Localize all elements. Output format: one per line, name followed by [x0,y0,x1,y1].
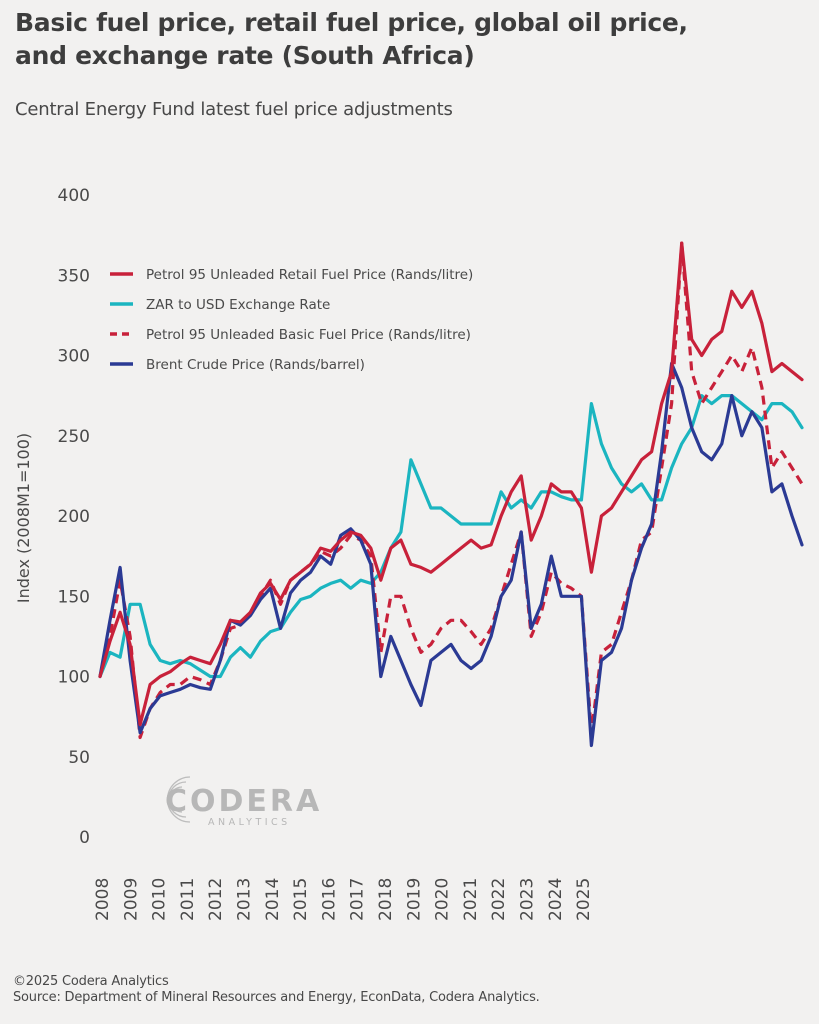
x-tick-label: 2014 [263,878,283,921]
legend-item: Petrol 95 Unleaded Retail Fuel Price (Ra… [110,267,473,283]
x-tick-label: 2017 [348,878,368,921]
legend-label: ZAR to USD Exchange Rate [146,297,330,313]
legend: Petrol 95 Unleaded Retail Fuel Price (Ra… [110,267,473,373]
series-line-brent-crude-price-rands-barrel [98,361,804,748]
y-axis: 0 50 100 150 200 250 300 350 400 [58,186,90,848]
y-axis-label: Index (2008M1=100) [14,433,33,603]
source-note: Source: Department of Mineral Resources … [13,990,540,1005]
legend-item: ZAR to USD Exchange Rate [110,297,330,313]
x-tick-label: 2019 [404,878,424,921]
series-line-zar-to-usd-exchange-rate [98,394,804,679]
series-lines [98,241,804,748]
y-tick-label: 100 [58,668,90,688]
y-tick-label: 300 [58,347,90,367]
x-tick-label: 2008 [93,878,113,921]
legend-label: Petrol 95 Unleaded Retail Fuel Price (Ra… [146,267,473,283]
x-tick-label: 2025 [574,878,594,921]
y-tick-label: 0 [79,828,90,848]
x-tick-label: 2015 [291,878,311,921]
series-line-petrol-95-unleaded-retail-fuel-price-rands-litre [98,241,804,727]
footer: ©2025 Codera Analytics Source: Departmen… [13,974,540,1006]
x-tick-label: 2013 [235,878,255,921]
x-tick-label: 2021 [461,878,481,921]
x-tick-label: 2020 [433,878,453,921]
codera-logo: CODERA ANALYTICS [165,776,322,828]
x-tick-label: 2011 [178,878,198,921]
x-tick-label: 2023 [518,878,538,921]
logo-tagline: ANALYTICS [208,817,291,828]
x-tick-label: 2010 [150,878,170,921]
y-tick-label: 400 [58,186,90,206]
y-tick-label: 50 [68,748,90,768]
codera-logo-mark-icon [166,776,191,823]
legend-label: Petrol 95 Unleaded Basic Fuel Price (Ran… [146,327,471,343]
legend-label: Brent Crude Price (Rands/barrel) [146,357,365,373]
chart-subtitle: Central Energy Fund latest fuel price ad… [15,99,453,120]
y-tick-label: 350 [58,266,90,286]
x-tick-label: 2024 [546,878,566,921]
x-tick-label: 2012 [206,878,226,921]
y-tick-label: 200 [58,507,90,527]
x-axis: 2008 2009 2010 2011 2012 2013 2014 2015 2016 2017… [93,878,594,921]
logo-wordmark: CODERA [165,784,322,819]
x-tick-label: 2022 [489,878,509,921]
x-tick-label: 2009 [121,878,141,921]
chart-title: Basic fuel price, retail fuel price, glo… [15,6,815,72]
chart-title-line1: Basic fuel price, retail fuel price, glo… [15,8,688,37]
chart-title-line2: and exchange rate (South Africa) [15,41,475,70]
x-tick-label: 2018 [376,878,396,921]
legend-item: Petrol 95 Unleaded Basic Fuel Price (Ran… [110,327,471,343]
legend-item: Brent Crude Price (Rands/barrel) [110,357,365,373]
y-tick-label: 150 [58,587,90,607]
copyright: ©2025 Codera Analytics [13,974,169,989]
x-tick-label: 2016 [319,878,339,921]
y-tick-label: 250 [58,427,90,447]
